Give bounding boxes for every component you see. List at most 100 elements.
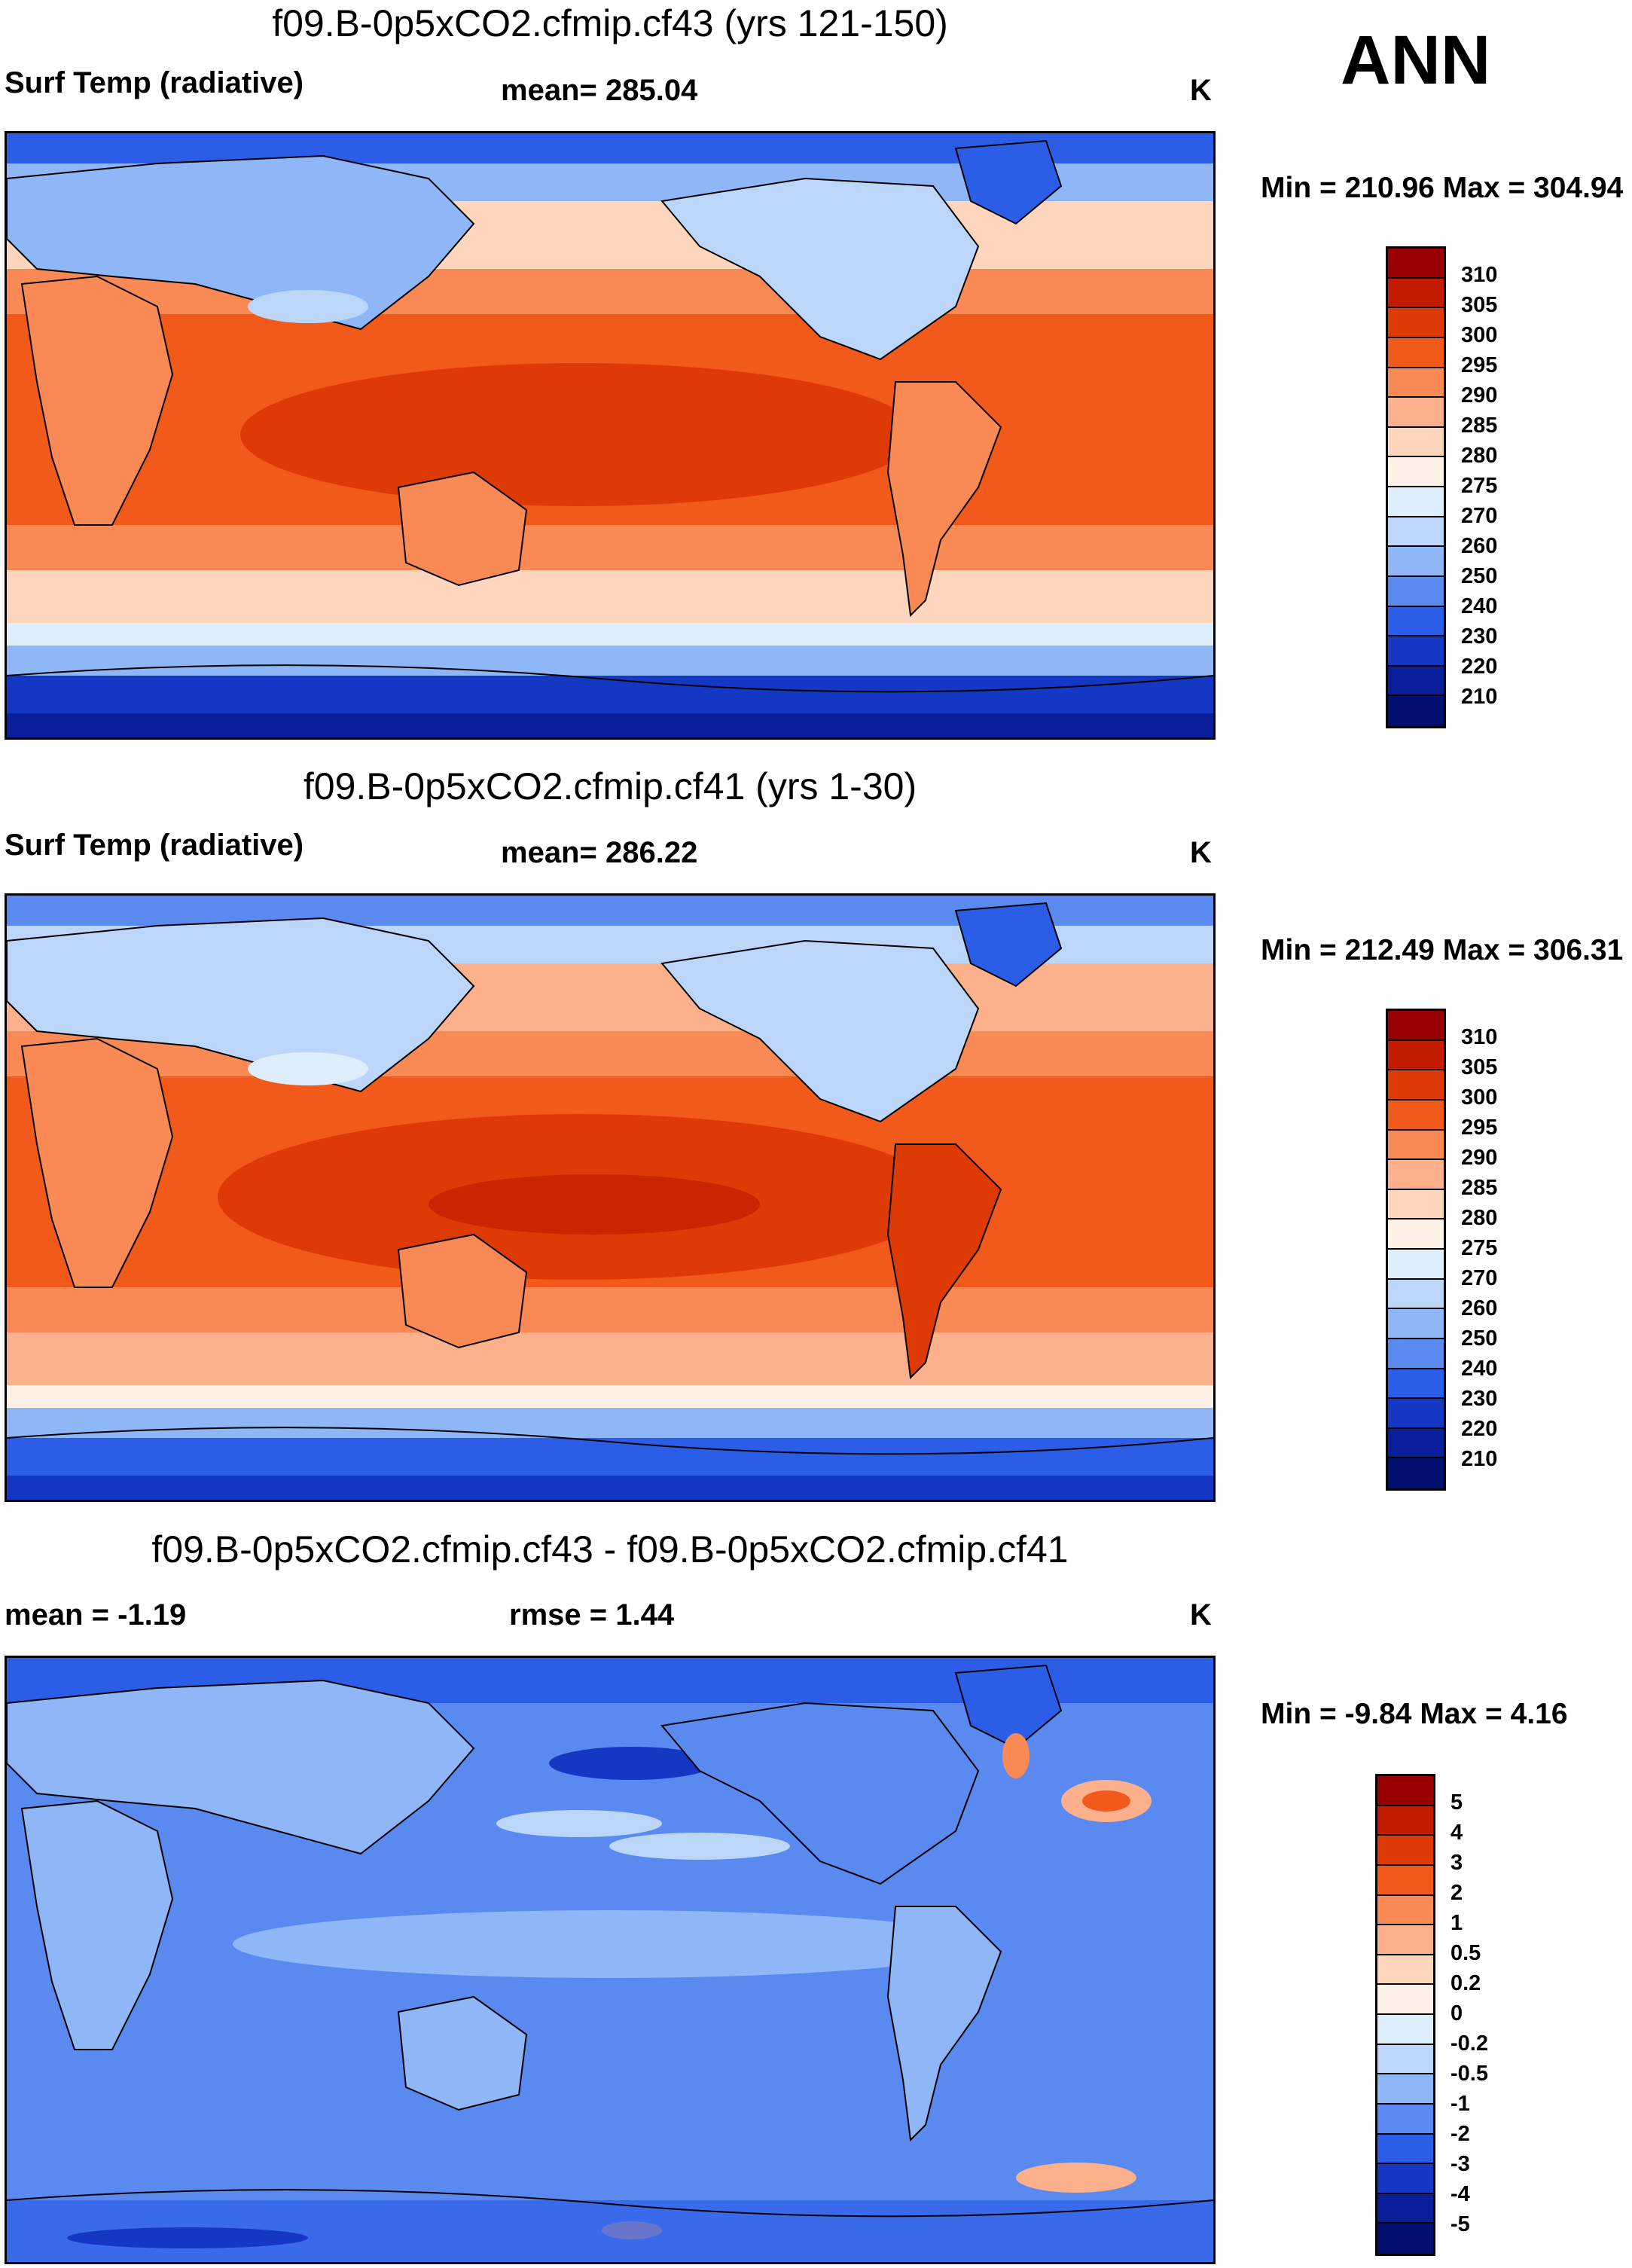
panel-1-title: f09.B-0p5xCO2.cfmip.cf43 (yrs 121-150) xyxy=(272,2,948,44)
colorbar-swatch xyxy=(1388,457,1444,487)
colorbar-tick-label: 290 xyxy=(1461,1146,1498,1170)
colorbar-swatch xyxy=(1388,1309,1444,1339)
colorbar-swatch xyxy=(1388,1428,1444,1459)
colorbar-tick-label: 3 xyxy=(1450,1851,1463,1875)
panel-3-rmse-label: rmse = 1.44 xyxy=(509,1598,675,1632)
map-australia xyxy=(397,1233,528,1349)
colorbar-tick-label: 0 xyxy=(1450,2001,1463,2025)
colorbar-tick-label: 230 xyxy=(1461,1387,1498,1411)
colorbar-swatch xyxy=(1388,1040,1444,1071)
colorbar-swatch xyxy=(1377,2134,1433,2165)
map-antarctic-coast xyxy=(7,1427,1213,1455)
colorbar-tick-label: 220 xyxy=(1461,1417,1498,1441)
colorbar-tick-label: 0.2 xyxy=(1450,1971,1481,1995)
colorbar-swatch xyxy=(1388,696,1444,726)
colorbar-swatch xyxy=(1377,2074,1433,2105)
colorbar-tick-label: 300 xyxy=(1461,1085,1498,1110)
map-north-america xyxy=(660,939,980,1123)
map-north-america xyxy=(660,177,980,361)
panel-1-map xyxy=(5,131,1216,740)
panel-1-mean-label: mean= 285.04 xyxy=(501,74,698,107)
map-antarctica-interior xyxy=(7,713,1213,737)
map-band-mid-south xyxy=(7,570,1213,623)
panel-1-colorbar-ticks: 310 305 300 295 290 285 280 275 270 260 250 240 230 2… xyxy=(1461,246,1551,728)
map-eurasia xyxy=(7,1679,475,1855)
colorbar-tick-label: 270 xyxy=(1461,1266,1498,1290)
colorbar-swatch xyxy=(1388,666,1444,697)
colorbar-tick-label: 220 xyxy=(1461,655,1498,679)
map-antarctic-coast xyxy=(7,2189,1213,2218)
colorbar-swatch xyxy=(1388,576,1444,607)
colorbar-swatch xyxy=(1388,547,1444,577)
colorbar-tick-label: 240 xyxy=(1461,594,1498,618)
colorbar-swatch xyxy=(1377,2044,1433,2075)
map-band-sea-ice xyxy=(7,646,1213,676)
map-tibet xyxy=(248,290,368,323)
colorbar-tick-label: 210 xyxy=(1461,685,1498,709)
panel-3-map xyxy=(5,1656,1216,2264)
colorbar-tick-label: 300 xyxy=(1461,323,1498,347)
map-south-america xyxy=(886,1906,1002,2142)
panel-3-map-svg xyxy=(7,1658,1213,2262)
panel-2-map-svg xyxy=(7,896,1213,1500)
panel-3-colorbar-ticks: 5 4 3 2 1 0.5 0.2 0 -0.2 -0.5 -1 -2 -3 -4 -5 xyxy=(1450,1774,1548,2256)
colorbar-tick-label: -0.2 xyxy=(1450,2031,1488,2056)
map-greenland xyxy=(954,902,1063,987)
colorbar-tick-label: 230 xyxy=(1461,624,1498,649)
colorbar-tick-label: 295 xyxy=(1461,353,1498,377)
colorbar-tick-label: 290 xyxy=(1461,383,1498,408)
colorbar-tick-label: 240 xyxy=(1461,1357,1498,1381)
map-band-subtropic-south xyxy=(7,525,1213,570)
colorbar-swatch xyxy=(1388,249,1444,279)
colorbar-swatch xyxy=(1388,1369,1444,1400)
map-australia xyxy=(397,471,528,587)
map-greenland xyxy=(954,139,1063,225)
colorbar-swatch xyxy=(1377,1806,1433,1836)
colorbar-swatch xyxy=(1388,1339,1444,1369)
colorbar-swatch xyxy=(1388,1399,1444,1429)
colorbar-tick-label: -1 xyxy=(1450,2092,1470,2116)
colorbar-swatch xyxy=(1388,1219,1444,1250)
colorbar-swatch xyxy=(1377,1895,1433,1926)
map-warm-anomaly-core xyxy=(1082,1790,1130,1812)
colorbar-tick-label: 210 xyxy=(1461,1447,1498,1471)
colorbar-tick-label: 250 xyxy=(1461,564,1498,588)
map-warm-core xyxy=(429,1174,760,1235)
panel-3-minmax: Min = -9.84 Max = 4.16 xyxy=(1261,1698,1568,1730)
panel-2-units-label: K xyxy=(1190,836,1212,869)
map-eurasia xyxy=(7,154,475,331)
map-warm-anomaly-weddell xyxy=(1016,2163,1136,2193)
panel-3-title: f09.B-0p5xCO2.cfmip.cf43 - f09.B-0p5xCO2… xyxy=(151,1528,1069,1571)
colorbar-swatch xyxy=(1388,1070,1444,1100)
colorbar-tick-label: 0.5 xyxy=(1450,1941,1481,1965)
panel-2-minmax: Min = 212.49 Max = 306.31 xyxy=(1261,934,1624,966)
panel-2-colorbar xyxy=(1386,1009,1446,1491)
panel-2-title: f09.B-0p5xCO2.cfmip.cf41 (yrs 1-30) xyxy=(303,765,917,807)
colorbar-swatch xyxy=(1388,368,1444,398)
colorbar-swatch xyxy=(1388,1130,1444,1161)
map-cold-anomaly-pacific xyxy=(549,1747,715,1780)
colorbar-tick-label: -4 xyxy=(1450,2182,1470,2206)
colorbar-swatch xyxy=(1388,308,1444,338)
map-eurasia xyxy=(7,917,475,1093)
colorbar-swatch xyxy=(1377,1925,1433,1955)
map-band-subtropic-south xyxy=(7,1287,1213,1332)
map-south-america xyxy=(886,1143,1002,1380)
map-warm-pool xyxy=(240,363,918,506)
colorbar-tick-label: 2 xyxy=(1450,1881,1463,1905)
colorbar-swatch xyxy=(1388,606,1444,637)
panel-1-minmax: Min = 210.96 Max = 304.94 xyxy=(1261,172,1624,204)
colorbar-tick-label: -0.5 xyxy=(1450,2062,1488,2086)
colorbar-swatch xyxy=(1377,1955,1433,1986)
colorbar-swatch xyxy=(1388,487,1444,517)
colorbar-swatch xyxy=(1388,1250,1444,1280)
colorbar-tick-label: 305 xyxy=(1461,293,1498,317)
map-warm-anomaly-labrador xyxy=(1002,1733,1030,1778)
map-weak-anomaly-pacific-2 xyxy=(609,1833,790,1860)
map-weak-anomaly-pacific xyxy=(496,1810,662,1837)
panel-2-variable-label: Surf Temp (radiative) xyxy=(5,829,304,862)
colorbar-tick-label: 295 xyxy=(1461,1116,1498,1140)
colorbar-tick-label: -3 xyxy=(1450,2152,1470,2176)
colorbar-tick-label: 260 xyxy=(1461,534,1498,558)
panel-1-units-label: K xyxy=(1190,74,1212,107)
